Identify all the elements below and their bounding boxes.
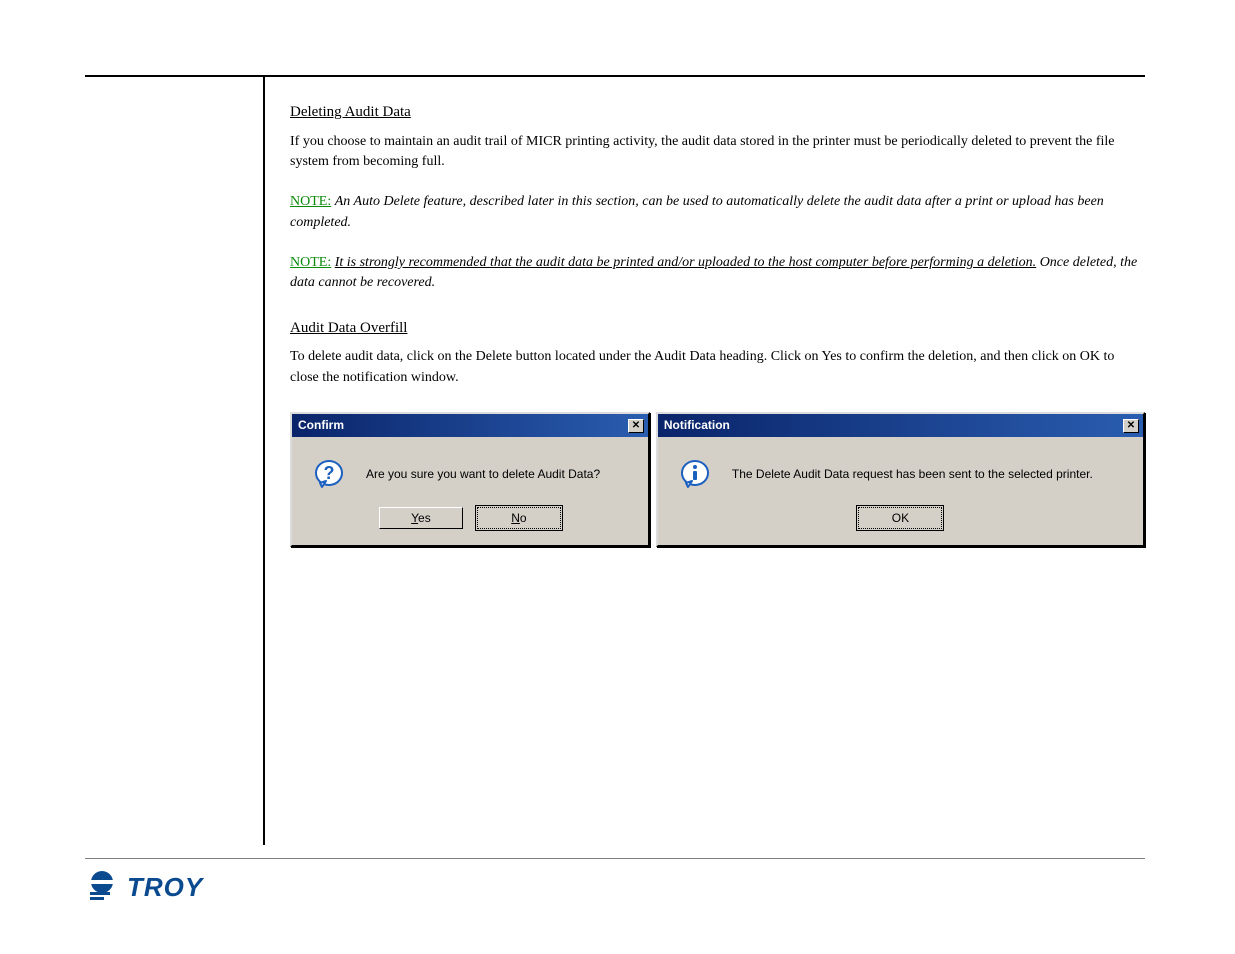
confirm-close-button[interactable]: ✕ xyxy=(628,419,644,433)
svg-text:?: ? xyxy=(324,463,335,483)
ok-button[interactable]: OK xyxy=(858,507,942,529)
notification-close-button[interactable]: ✕ xyxy=(1123,419,1139,433)
notification-titlebar: Notification ✕ xyxy=(658,414,1143,437)
yes-label-rest: es xyxy=(418,511,431,525)
confirm-body: ? Are you sure you want to delete Audit … xyxy=(292,437,648,545)
close-icon: ✕ xyxy=(632,420,640,431)
confirm-titlebar: Confirm ✕ xyxy=(292,414,648,437)
notification-message-row: The Delete Audit Data request has been s… xyxy=(670,451,1131,507)
notification-buttons: OK xyxy=(670,507,1131,529)
troy-logo-icon xyxy=(85,870,119,904)
vertical-divider xyxy=(263,77,265,845)
heading-audit-overfill: Audit Data Overfill xyxy=(290,318,1145,340)
yes-button[interactable]: Yes xyxy=(379,507,463,529)
note-1-label: NOTE: xyxy=(290,194,331,209)
notification-message: The Delete Audit Data request has been s… xyxy=(732,466,1093,483)
notification-body: The Delete Audit Data request has been s… xyxy=(658,437,1143,545)
question-icon: ? xyxy=(312,457,346,491)
info-icon xyxy=(678,457,712,491)
close-icon: ✕ xyxy=(1127,420,1135,431)
heading-deleting-audit-data: Deleting Audit Data xyxy=(290,102,1145,124)
note-1: NOTE: An Auto Delete feature, described … xyxy=(290,192,1145,233)
confirm-message: Are you sure you want to delete Audit Da… xyxy=(366,466,600,483)
confirm-buttons: Yes No xyxy=(304,507,636,529)
note-2: NOTE: It is strongly recommended that th… xyxy=(290,253,1145,294)
note-2-label: NOTE: xyxy=(290,255,331,270)
page-top-rule xyxy=(85,75,1145,77)
notification-dialog: Notification ✕ The Delete Audit Data req… xyxy=(656,412,1145,547)
footer-rule xyxy=(85,858,1145,859)
overfill-paragraph: To delete audit data, click on the Delet… xyxy=(290,347,1145,388)
note-2-emphasis: It is strongly recommended that the audi… xyxy=(335,255,1036,270)
troy-logo: TROY xyxy=(85,870,203,904)
note-1-text: An Auto Delete feature, described later … xyxy=(290,194,1104,229)
confirm-message-row: ? Are you sure you want to delete Audit … xyxy=(304,451,636,507)
confirm-title: Confirm xyxy=(298,417,344,434)
confirm-dialog: Confirm ✕ ? Are you sure you want to del… xyxy=(290,412,650,547)
dialogs-row: Confirm ✕ ? Are you sure you want to del… xyxy=(290,412,1145,547)
delete-paragraph: If you choose to maintain an audit trail… xyxy=(290,132,1145,173)
no-button[interactable]: No xyxy=(477,507,561,529)
no-label-rest: o xyxy=(520,511,527,525)
main-content: Deleting Audit Data If you choose to mai… xyxy=(290,90,1145,547)
notification-title: Notification xyxy=(664,417,730,434)
troy-logo-text: TROY xyxy=(127,872,203,903)
